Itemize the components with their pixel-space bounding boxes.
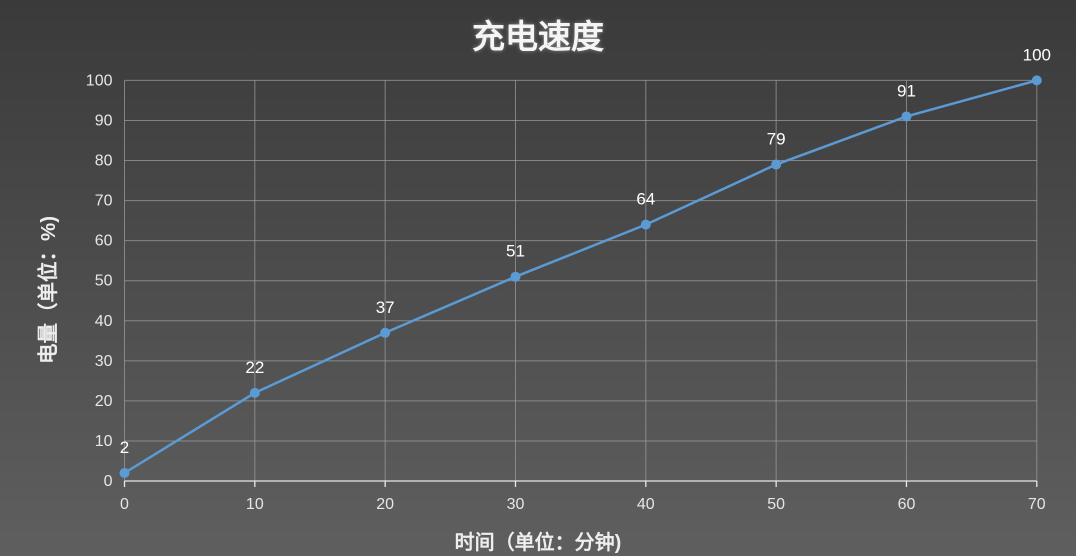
svg-text:30: 30 — [95, 353, 113, 370]
svg-text:64: 64 — [636, 190, 655, 209]
svg-text:70: 70 — [95, 193, 113, 210]
svg-text:40: 40 — [637, 496, 655, 513]
svg-text:90: 90 — [95, 113, 113, 130]
svg-text:40: 40 — [95, 313, 113, 330]
svg-text:20: 20 — [95, 393, 113, 410]
svg-text:20: 20 — [376, 496, 394, 513]
svg-text:22: 22 — [245, 358, 264, 377]
svg-text:10: 10 — [95, 433, 113, 450]
svg-text:50: 50 — [767, 496, 785, 513]
svg-text:0: 0 — [104, 473, 113, 490]
svg-text:30: 30 — [507, 496, 525, 513]
svg-text:80: 80 — [95, 153, 113, 170]
svg-text:0: 0 — [120, 496, 129, 513]
svg-text:100: 100 — [1023, 45, 1051, 64]
svg-text:91: 91 — [897, 81, 916, 100]
svg-text:10: 10 — [246, 496, 264, 513]
svg-text:50: 50 — [95, 273, 113, 290]
svg-text:电量（单位：%): 电量（单位：%) — [36, 216, 60, 364]
svg-text:70: 70 — [1028, 496, 1046, 513]
svg-text:100: 100 — [86, 72, 113, 89]
svg-text:60: 60 — [898, 496, 916, 513]
svg-text:51: 51 — [506, 242, 525, 261]
svg-text:79: 79 — [767, 130, 786, 149]
svg-text:60: 60 — [95, 233, 113, 250]
svg-text:2: 2 — [120, 438, 129, 457]
svg-text:37: 37 — [376, 298, 395, 317]
